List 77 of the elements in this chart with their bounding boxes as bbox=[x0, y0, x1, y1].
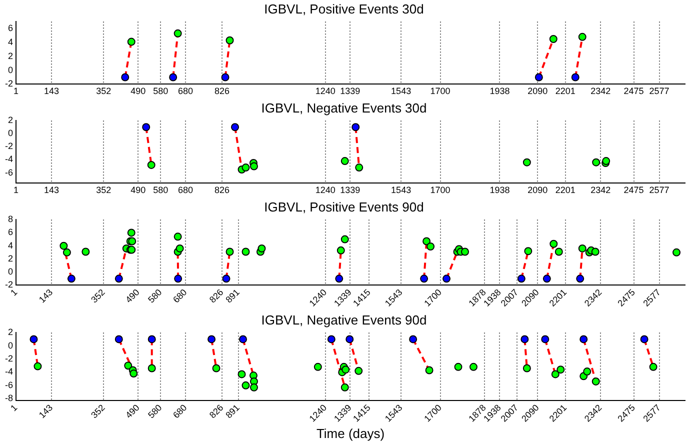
x-tick-label: 143 bbox=[36, 402, 55, 420]
x-tick-label: 143 bbox=[44, 86, 59, 96]
x-tick-label: 826 bbox=[214, 185, 230, 196]
y-tick-label: -4 bbox=[4, 366, 13, 377]
x-tick-label: 1339 bbox=[340, 86, 360, 96]
y-tick-label: 0 bbox=[8, 64, 13, 75]
x-axis-title: Time (days) bbox=[316, 426, 385, 441]
x-tick-label: 1 bbox=[8, 402, 20, 414]
x-tick-label: 352 bbox=[89, 402, 107, 420]
x-tick-label: 2201 bbox=[555, 185, 576, 196]
x-tick-label: 1240 bbox=[315, 185, 336, 196]
y-tick-label: -6 bbox=[4, 167, 13, 178]
x-tick-label: 2577 bbox=[649, 185, 670, 196]
x-tick-label: 580 bbox=[153, 86, 168, 96]
y-tick-label: 0 bbox=[8, 266, 13, 277]
x-tick-label: 2577 bbox=[649, 86, 670, 96]
x-tick-label: 680 bbox=[171, 402, 189, 420]
y-tick-label: -2 bbox=[4, 353, 13, 364]
y-tick-label: 6 bbox=[8, 23, 13, 34]
y-tick-label: 2 bbox=[8, 115, 13, 126]
y-tick-label: 4 bbox=[8, 36, 13, 47]
x-tick-label: 490 bbox=[130, 185, 146, 196]
y-tick-label: -2 bbox=[4, 78, 13, 89]
x-tick-label: 1938 bbox=[490, 185, 510, 196]
x-tick-label: 1543 bbox=[391, 86, 412, 96]
x-tick-label: 143 bbox=[44, 185, 59, 196]
y-tick-label: 4 bbox=[8, 240, 13, 250]
x-tick-label: 1543 bbox=[391, 185, 412, 196]
x-tick-label: 2475 bbox=[624, 86, 644, 96]
x-tick-label: 1240 bbox=[315, 86, 336, 96]
x-tick-label: 1700 bbox=[430, 185, 450, 196]
chart-title: IGBVL, Negative Events 30d bbox=[261, 100, 427, 116]
chart-title: IGBVL, Positive Events 30d bbox=[264, 1, 424, 16]
x-tick-label: 490 bbox=[124, 287, 142, 305]
x-tick-label: 580 bbox=[153, 185, 168, 196]
y-tick-label: 0 bbox=[8, 340, 13, 350]
x-tick-label: 1 bbox=[13, 185, 19, 196]
x-tick-label: 352 bbox=[96, 185, 112, 196]
x-tick-label: 2342 bbox=[590, 86, 611, 96]
x-tick-label: 1 bbox=[13, 86, 19, 96]
x-tick-label: 826 bbox=[207, 287, 226, 305]
x-tick-label: 826 bbox=[214, 86, 230, 96]
x-tick-label: 1700 bbox=[430, 86, 450, 96]
x-tick-label: 1339 bbox=[340, 185, 360, 196]
y-tick-label: -6 bbox=[4, 380, 13, 390]
x-tick-label: 2342 bbox=[590, 185, 611, 196]
y-tick-label: -4 bbox=[4, 154, 13, 164]
x-tick-label: 2090 bbox=[528, 86, 548, 96]
x-tick-label: 680 bbox=[178, 86, 194, 96]
y-tick-label: -2 bbox=[4, 280, 13, 290]
y-tick-label: 2 bbox=[8, 253, 13, 264]
y-tick-label: -2 bbox=[4, 141, 13, 152]
x-tick-label: 580 bbox=[146, 402, 164, 420]
y-tick-label: -8 bbox=[4, 393, 13, 404]
y-tick-label: 2 bbox=[8, 327, 13, 338]
x-tick-label: 2475 bbox=[624, 185, 644, 196]
x-tick-label: 1 bbox=[8, 287, 20, 298]
x-tick-label: 826 bbox=[207, 402, 226, 420]
y-tick-label: 2 bbox=[8, 50, 13, 61]
y-tick-label: 0 bbox=[8, 128, 13, 138]
x-tick-label: 1938 bbox=[490, 86, 510, 96]
x-tick-label: 143 bbox=[36, 287, 55, 305]
x-tick-label: 891 bbox=[224, 287, 242, 305]
x-tick-label: 2201 bbox=[555, 86, 576, 96]
x-tick-label: 352 bbox=[96, 86, 112, 96]
x-tick-label: 580 bbox=[146, 287, 164, 305]
x-tick-label: 680 bbox=[178, 185, 194, 196]
x-tick-label: 490 bbox=[124, 402, 142, 420]
y-tick-label: 8 bbox=[8, 214, 13, 224]
x-tick-label: 891 bbox=[224, 402, 242, 420]
y-tick-label: 6 bbox=[8, 227, 13, 238]
x-tick-label: 490 bbox=[130, 86, 146, 96]
chart-title: IGBVL, Negative Events 90d bbox=[261, 312, 427, 328]
x-tick-label: 2090 bbox=[528, 185, 548, 196]
chart-title: IGBVL, Positive Events 90d bbox=[264, 199, 424, 214]
x-tick-label: 352 bbox=[89, 287, 107, 305]
x-tick-label: 680 bbox=[171, 287, 189, 305]
